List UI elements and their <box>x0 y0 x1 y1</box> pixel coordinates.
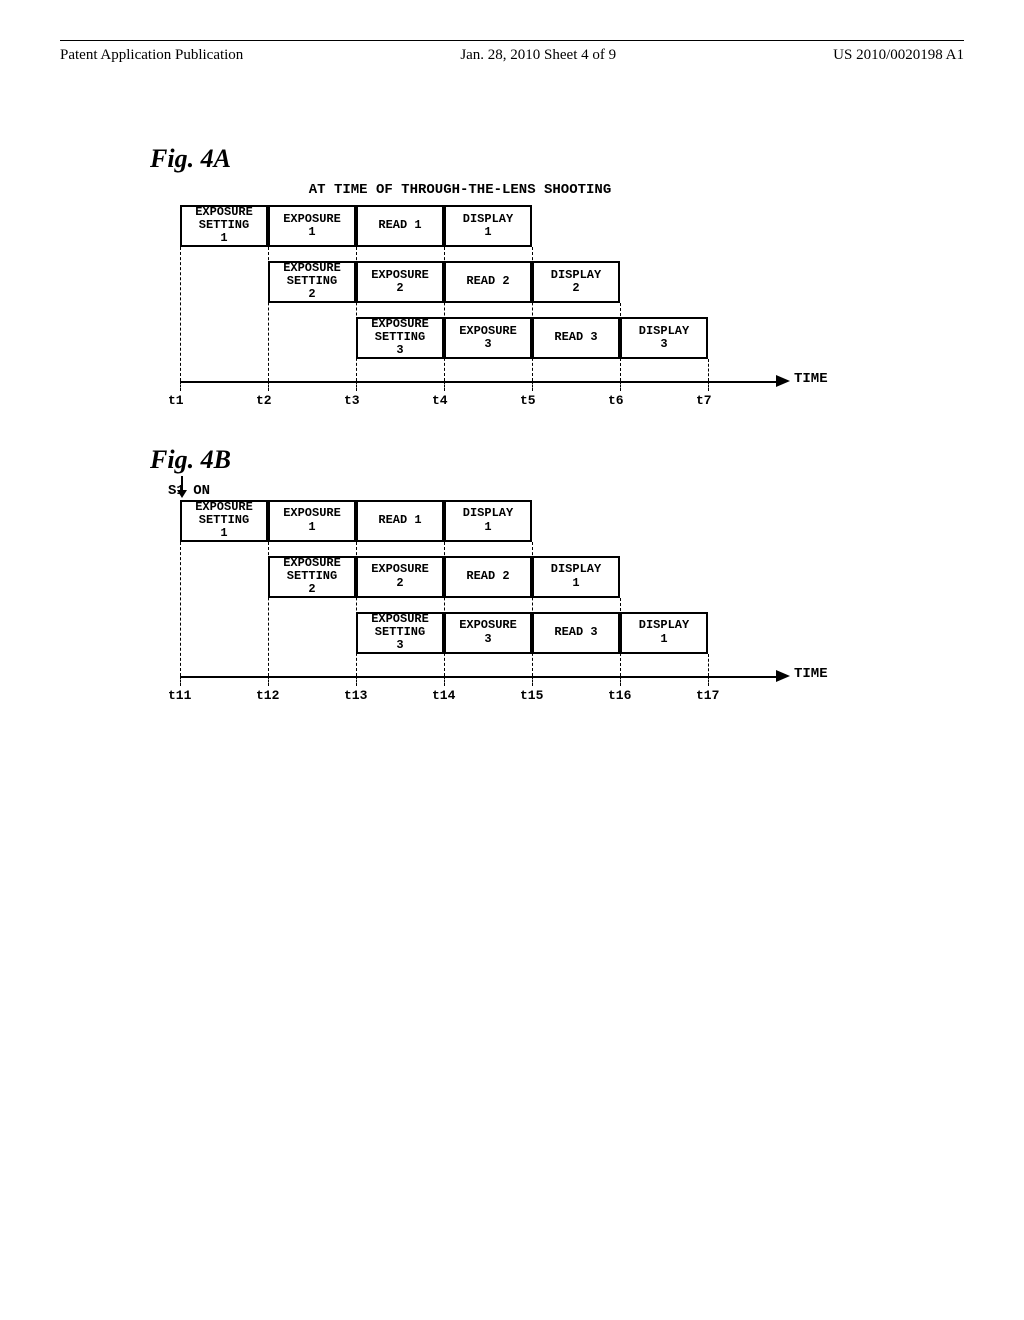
timing-cell: EXPOSURE SETTING 1 <box>180 205 268 247</box>
figure-label: Fig. 4A <box>150 144 964 174</box>
timing-cell: EXPOSURE SETTING 2 <box>268 261 356 303</box>
tick-dash <box>532 542 533 676</box>
tick-label: t14 <box>432 688 455 703</box>
tick-dash <box>708 654 709 676</box>
tick-label: t5 <box>520 393 536 408</box>
time-arrowhead-icon <box>776 375 790 387</box>
tick-label: t16 <box>608 688 631 703</box>
timing-cell: EXPOSURE 1 <box>268 500 356 542</box>
timing-chart: EXPOSURE SETTING 1EXPOSURE 1READ 1DISPLA… <box>150 205 870 385</box>
timing-cell: EXPOSURE SETTING 1 <box>180 500 268 542</box>
tick-label: t4 <box>432 393 448 408</box>
tick-dash <box>444 542 445 676</box>
timing-cell: READ 3 <box>532 317 620 359</box>
figures-container: Fig. 4A AT TIME OF THROUGH-THE-LENS SHOOT… <box>60 144 964 680</box>
timing-cell: EXPOSURE 3 <box>444 612 532 654</box>
timing-cell: DISPLAY 1 <box>620 612 708 654</box>
tick-dash <box>356 247 357 381</box>
timing-cell: READ 2 <box>444 261 532 303</box>
header-right: US 2010/0020198 A1 <box>833 47 964 64</box>
tick-dash <box>708 359 709 381</box>
header-center: Jan. 28, 2010 Sheet 4 of 9 <box>460 47 616 64</box>
timing-cell: DISPLAY 1 <box>532 556 620 598</box>
time-axis <box>180 676 778 678</box>
timing-cell: EXPOSURE SETTING 3 <box>356 317 444 359</box>
timing-cell: DISPLAY 3 <box>620 317 708 359</box>
tick-label: t13 <box>344 688 367 703</box>
tick-dash <box>356 542 357 676</box>
s1-on-arrow-icon <box>176 476 964 498</box>
page-header: Patent Application Publication Jan. 28, … <box>60 47 964 64</box>
timing-diagram: EXPOSURE SETTING 1EXPOSURE 1READ 1DISPLA… <box>150 205 870 385</box>
timing-cell: EXPOSURE 2 <box>356 261 444 303</box>
header-left: Patent Application Publication <box>60 47 243 64</box>
tick-dash <box>620 303 621 381</box>
timing-cell: EXPOSURE 2 <box>356 556 444 598</box>
tick-label: t11 <box>168 688 191 703</box>
tick-dash <box>444 247 445 381</box>
tick-dash <box>620 598 621 676</box>
tick-label: t12 <box>256 688 279 703</box>
figure-block: Fig. 4BS1 ONWHEN S1 IS ONEXPOSURE SETTIN… <box>150 445 964 680</box>
timing-cell: EXPOSURE SETTING 2 <box>268 556 356 598</box>
tick-dash <box>532 247 533 381</box>
timing-cell: READ 3 <box>532 612 620 654</box>
tick-dash <box>268 542 269 676</box>
tick-label: t3 <box>344 393 360 408</box>
timing-chart: EXPOSURE SETTING 1EXPOSURE 1READ 1DISPLA… <box>150 500 870 680</box>
time-axis <box>180 381 778 383</box>
tick-dash <box>180 247 181 381</box>
timing-cell: DISPLAY 2 <box>532 261 620 303</box>
figure-label: Fig. 4B <box>150 445 964 475</box>
timing-cell: READ 1 <box>356 205 444 247</box>
timing-cell: EXPOSURE 3 <box>444 317 532 359</box>
tick-label: t7 <box>696 393 712 408</box>
timing-cell: DISPLAY 1 <box>444 500 532 542</box>
figure-block: Fig. 4A AT TIME OF THROUGH-THE-LENS SHOOT… <box>150 144 964 385</box>
tick-label: t6 <box>608 393 624 408</box>
tick-label: t2 <box>256 393 272 408</box>
tick-dash <box>268 247 269 381</box>
tick-label: t17 <box>696 688 719 703</box>
time-arrowhead-icon <box>776 670 790 682</box>
time-axis-label: TIME <box>794 666 828 682</box>
timing-diagram: EXPOSURE SETTING 1EXPOSURE 1READ 1DISPLA… <box>150 500 870 680</box>
timing-cell: EXPOSURE 1 <box>268 205 356 247</box>
timing-cell: EXPOSURE SETTING 3 <box>356 612 444 654</box>
time-axis-label: TIME <box>794 371 828 387</box>
timing-cell: READ 1 <box>356 500 444 542</box>
tick-label: t15 <box>520 688 543 703</box>
header-rule <box>60 40 964 41</box>
timing-cell: READ 2 <box>444 556 532 598</box>
timing-cell: DISPLAY 1 <box>444 205 532 247</box>
tick-label: t1 <box>168 393 184 408</box>
tick-dash <box>180 542 181 676</box>
figure-title: AT TIME OF THROUGH-THE-LENS SHOOTING <box>150 182 770 199</box>
